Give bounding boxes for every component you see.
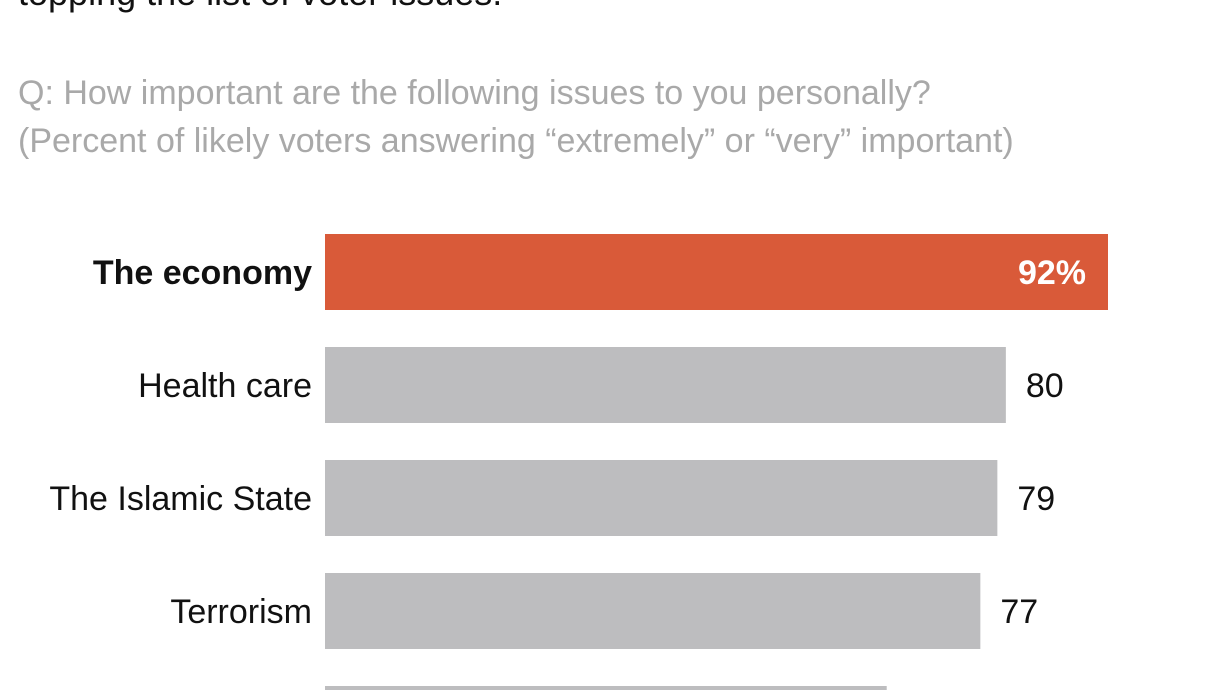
bar — [325, 347, 1006, 423]
category-label: Health care — [138, 367, 312, 405]
bar — [325, 234, 1108, 310]
chart-subtitle-line-2: (Percent of likely voters answering “ext… — [18, 122, 1014, 160]
value-label: 80 — [1026, 367, 1064, 405]
bar — [325, 686, 887, 690]
chart-subtitle-line-1: Q: How important are the following issue… — [18, 74, 931, 112]
bar — [325, 460, 998, 536]
category-label: The economy — [93, 254, 312, 292]
value-label: 92% — [1018, 254, 1086, 292]
category-label: Terrorism — [170, 593, 312, 631]
value-label: 77 — [1000, 593, 1038, 631]
bar — [325, 573, 981, 649]
chart-title: topping the list of voter issues. — [18, 0, 502, 14]
category-label: The Islamic State — [49, 480, 312, 518]
value-label: 79 — [1017, 480, 1055, 518]
